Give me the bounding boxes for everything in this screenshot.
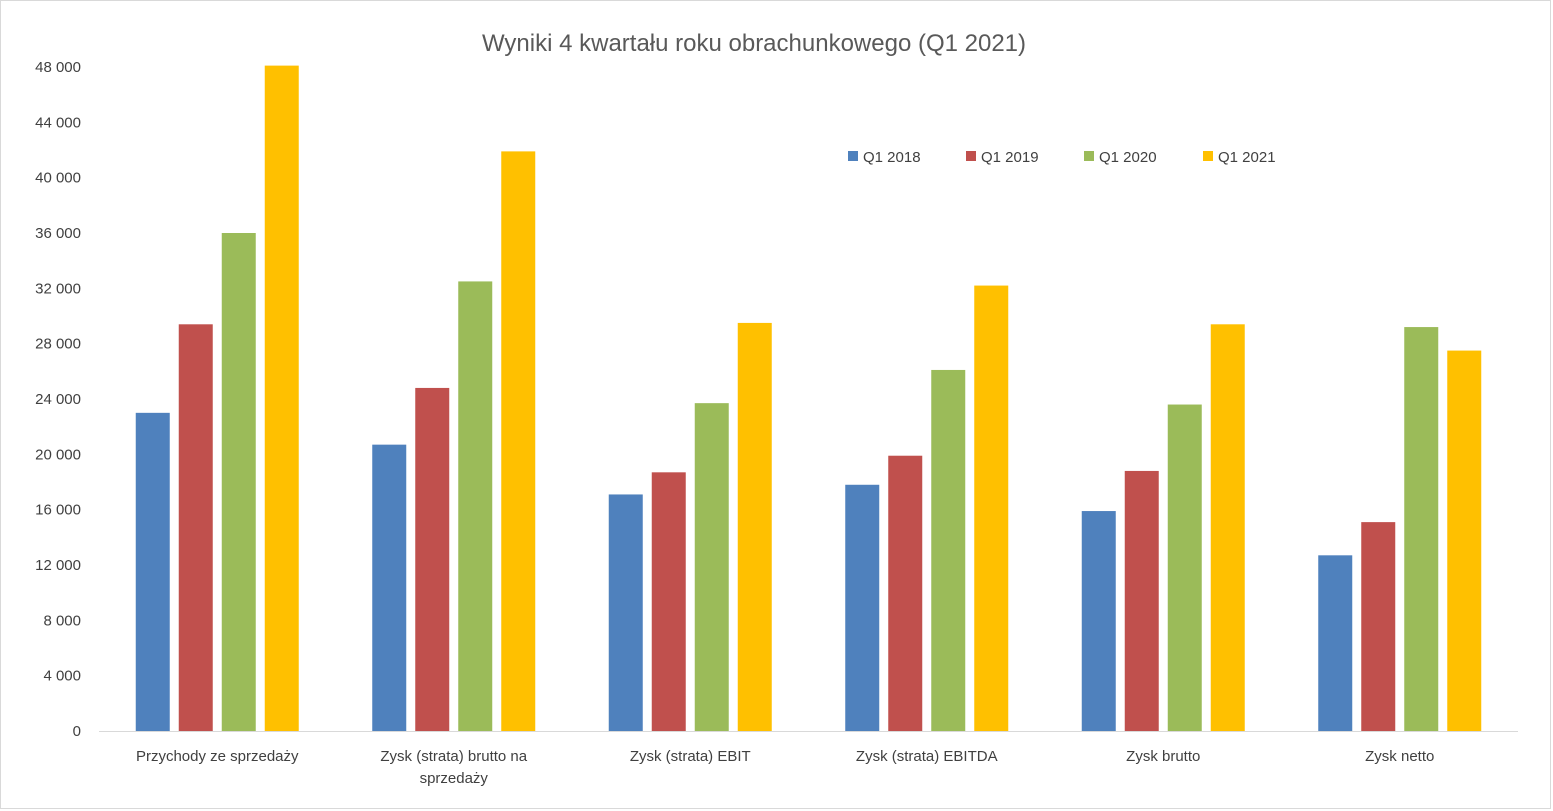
x-axis: Przychody ze sprzedaży Zysk (strata) brut…: [99, 731, 1518, 787]
bar: [264, 65, 299, 731]
y-tick-label: 24 000: [35, 391, 81, 408]
legend-label: Q1 2019: [981, 149, 1039, 166]
bars: [135, 65, 1482, 732]
legend-swatch: [1203, 151, 1213, 161]
bar: [845, 484, 880, 731]
bar: [974, 285, 1009, 731]
legend-label: Q1 2020: [1099, 149, 1157, 166]
x-tick-label: Zysk brutto: [1126, 748, 1200, 765]
bar: [372, 444, 407, 731]
bar: [178, 324, 213, 731]
y-tick-label: 20 000: [35, 446, 81, 463]
bar: [135, 412, 170, 731]
bar: [1081, 511, 1116, 731]
bar: [1361, 522, 1396, 731]
bar: [931, 369, 966, 731]
bar: [1404, 327, 1439, 731]
legend: Q1 2018 Q1 2019 Q1 2020 Q1 2021: [848, 149, 1276, 166]
x-tick-label: Zysk netto: [1365, 748, 1434, 765]
legend-label: Q1 2021: [1218, 149, 1276, 166]
y-tick-label: 48 000: [35, 59, 81, 76]
bar: [1210, 324, 1245, 731]
y-tick-label: 44 000: [35, 114, 81, 131]
legend-swatch: [1084, 151, 1094, 161]
bar: [501, 151, 536, 732]
y-tick-label: 28 000: [35, 336, 81, 353]
y-tick-label: 36 000: [35, 225, 81, 242]
legend-swatch: [966, 151, 976, 161]
x-tick-label: Zysk (strata) brutto na: [380, 748, 527, 765]
x-tick-label: Zysk (strata) EBIT: [630, 748, 751, 765]
bar: [888, 455, 923, 731]
bar: [1124, 470, 1159, 731]
bar: [694, 403, 729, 731]
bar: [458, 281, 493, 731]
x-tick-label: Zysk (strata) EBITDA: [856, 748, 998, 765]
y-axis: 0 4 000 8 000 12 000 16 000 20 000 24 000 28 00…: [35, 59, 81, 740]
bar: [415, 387, 450, 731]
y-tick-label: 12 000: [35, 557, 81, 574]
y-tick-label: 32 000: [35, 280, 81, 297]
x-tick-label: sprzedaży: [420, 770, 489, 787]
bar: [1318, 555, 1353, 731]
y-tick-label: 40 000: [35, 170, 81, 187]
y-tick-label: 4 000: [43, 668, 81, 685]
chart-title: Wyniki 4 kwartału roku obrachunkowego (Q…: [482, 30, 1026, 57]
bar: [1447, 350, 1482, 731]
y-tick-label: 8 000: [43, 612, 81, 629]
x-tick-label: Przychody ze sprzedaży: [136, 748, 299, 765]
bar: [221, 233, 256, 731]
y-tick-label: 16 000: [35, 502, 81, 519]
y-tick-label: 0: [73, 723, 81, 740]
bar: [737, 322, 772, 731]
bar: [1167, 404, 1202, 731]
legend-label: Q1 2018: [863, 149, 921, 166]
bar: [651, 472, 686, 731]
legend-swatch: [848, 151, 858, 161]
bar: [608, 494, 643, 731]
